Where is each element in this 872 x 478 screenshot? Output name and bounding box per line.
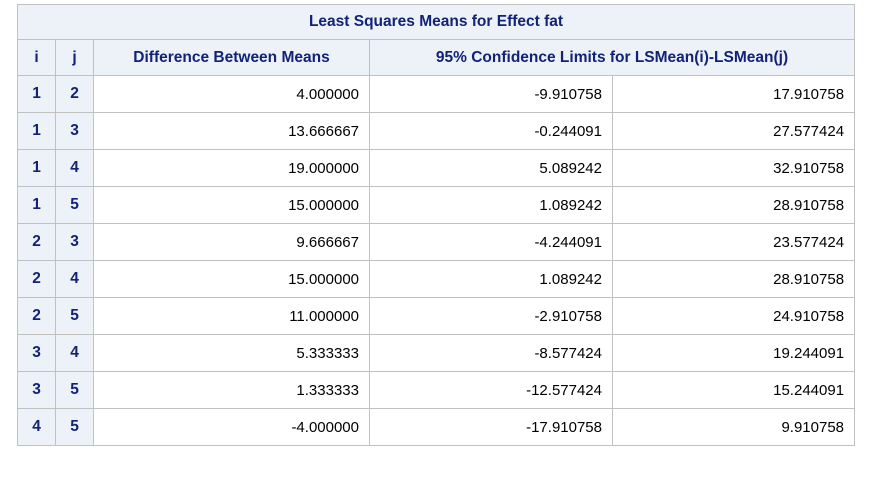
lower-limit-cell: 1.089242	[369, 260, 613, 298]
upper-limit-cell: 32.910758	[611, 149, 856, 187]
lower-limit-cell: -12.577424	[369, 371, 613, 409]
column-header-confidence-limits: 95% Confidence Limits for LSMean(i)-LSMe…	[368, 39, 856, 76]
table-row: 2 4 15.000000 1.089242 28.910758	[17, 260, 856, 298]
row-j: 4	[55, 260, 94, 298]
table-row: 2 3 9.666667 -4.244091 23.577424	[17, 223, 856, 261]
difference-cell: 1.333333	[93, 371, 370, 409]
lower-limit-cell: -2.910758	[369, 297, 613, 335]
row-j: 5	[55, 297, 94, 335]
upper-limit-cell: 24.910758	[611, 297, 856, 335]
row-j: 5	[55, 371, 94, 409]
row-j: 5	[55, 408, 94, 446]
table-row: 3 4 5.333333 -8.577424 19.244091	[17, 334, 856, 372]
lower-limit-cell: 5.089242	[369, 149, 613, 187]
table-body: 1 2 4.000000 -9.910758 17.910758 1 3 13.…	[17, 75, 856, 446]
upper-limit-cell: 28.910758	[611, 186, 856, 224]
difference-cell: 9.666667	[93, 223, 370, 261]
table-row: 1 2 4.000000 -9.910758 17.910758	[17, 75, 856, 113]
row-i: 1	[17, 75, 56, 113]
row-j: 2	[55, 75, 94, 113]
table-row: 4 5 -4.000000 -17.910758 9.910758	[17, 408, 856, 446]
lower-limit-cell: -17.910758	[369, 408, 613, 446]
row-i: 2	[17, 223, 56, 261]
row-j: 3	[55, 223, 94, 261]
upper-limit-cell: 19.244091	[611, 334, 856, 372]
difference-cell: 15.000000	[93, 260, 370, 298]
row-i: 2	[17, 297, 56, 335]
difference-cell: 5.333333	[93, 334, 370, 372]
difference-cell: 4.000000	[93, 75, 370, 113]
table-row: 2 5 11.000000 -2.910758 24.910758	[17, 297, 856, 335]
row-j: 4	[55, 334, 94, 372]
lower-limit-cell: -0.244091	[369, 112, 613, 150]
table-row: 1 4 19.000000 5.089242 32.910758	[17, 149, 856, 187]
table-row: 1 5 15.000000 1.089242 28.910758	[17, 186, 856, 224]
upper-limit-cell: 17.910758	[611, 75, 856, 113]
lower-limit-cell: 1.089242	[369, 186, 613, 224]
lsmeans-table: Least Squares Means for Effect fat i j D…	[16, 4, 856, 446]
difference-cell: 15.000000	[93, 186, 370, 224]
lower-limit-cell: -9.910758	[369, 75, 613, 113]
table-row: 3 5 1.333333 -12.577424 15.244091	[17, 371, 856, 409]
table-row: 1 3 13.666667 -0.244091 27.577424	[17, 112, 856, 150]
upper-limit-cell: 28.910758	[611, 260, 856, 298]
upper-limit-cell: 23.577424	[611, 223, 856, 261]
row-i: 1	[17, 149, 56, 187]
row-i: 3	[17, 371, 56, 409]
difference-cell: 13.666667	[93, 112, 370, 150]
lower-limit-cell: -4.244091	[369, 223, 613, 261]
difference-cell: 11.000000	[93, 297, 370, 335]
column-header-i: i	[17, 39, 56, 76]
row-i: 1	[17, 186, 56, 224]
table-title: Least Squares Means for Effect fat	[16, 4, 856, 40]
upper-limit-cell: 27.577424	[611, 112, 856, 150]
upper-limit-cell: 15.244091	[611, 371, 856, 409]
lower-limit-cell: -8.577424	[369, 334, 613, 372]
difference-cell: 19.000000	[93, 149, 370, 187]
row-i: 3	[17, 334, 56, 372]
row-j: 5	[55, 186, 94, 224]
row-i: 2	[17, 260, 56, 298]
row-j: 4	[55, 149, 94, 187]
column-header-j: j	[55, 39, 94, 76]
row-i: 1	[17, 112, 56, 150]
upper-limit-cell: 9.910758	[611, 408, 856, 446]
row-i: 4	[17, 408, 56, 446]
row-j: 3	[55, 112, 94, 150]
difference-cell: -4.000000	[93, 408, 370, 446]
column-header-difference: Difference Between Means	[93, 39, 370, 76]
